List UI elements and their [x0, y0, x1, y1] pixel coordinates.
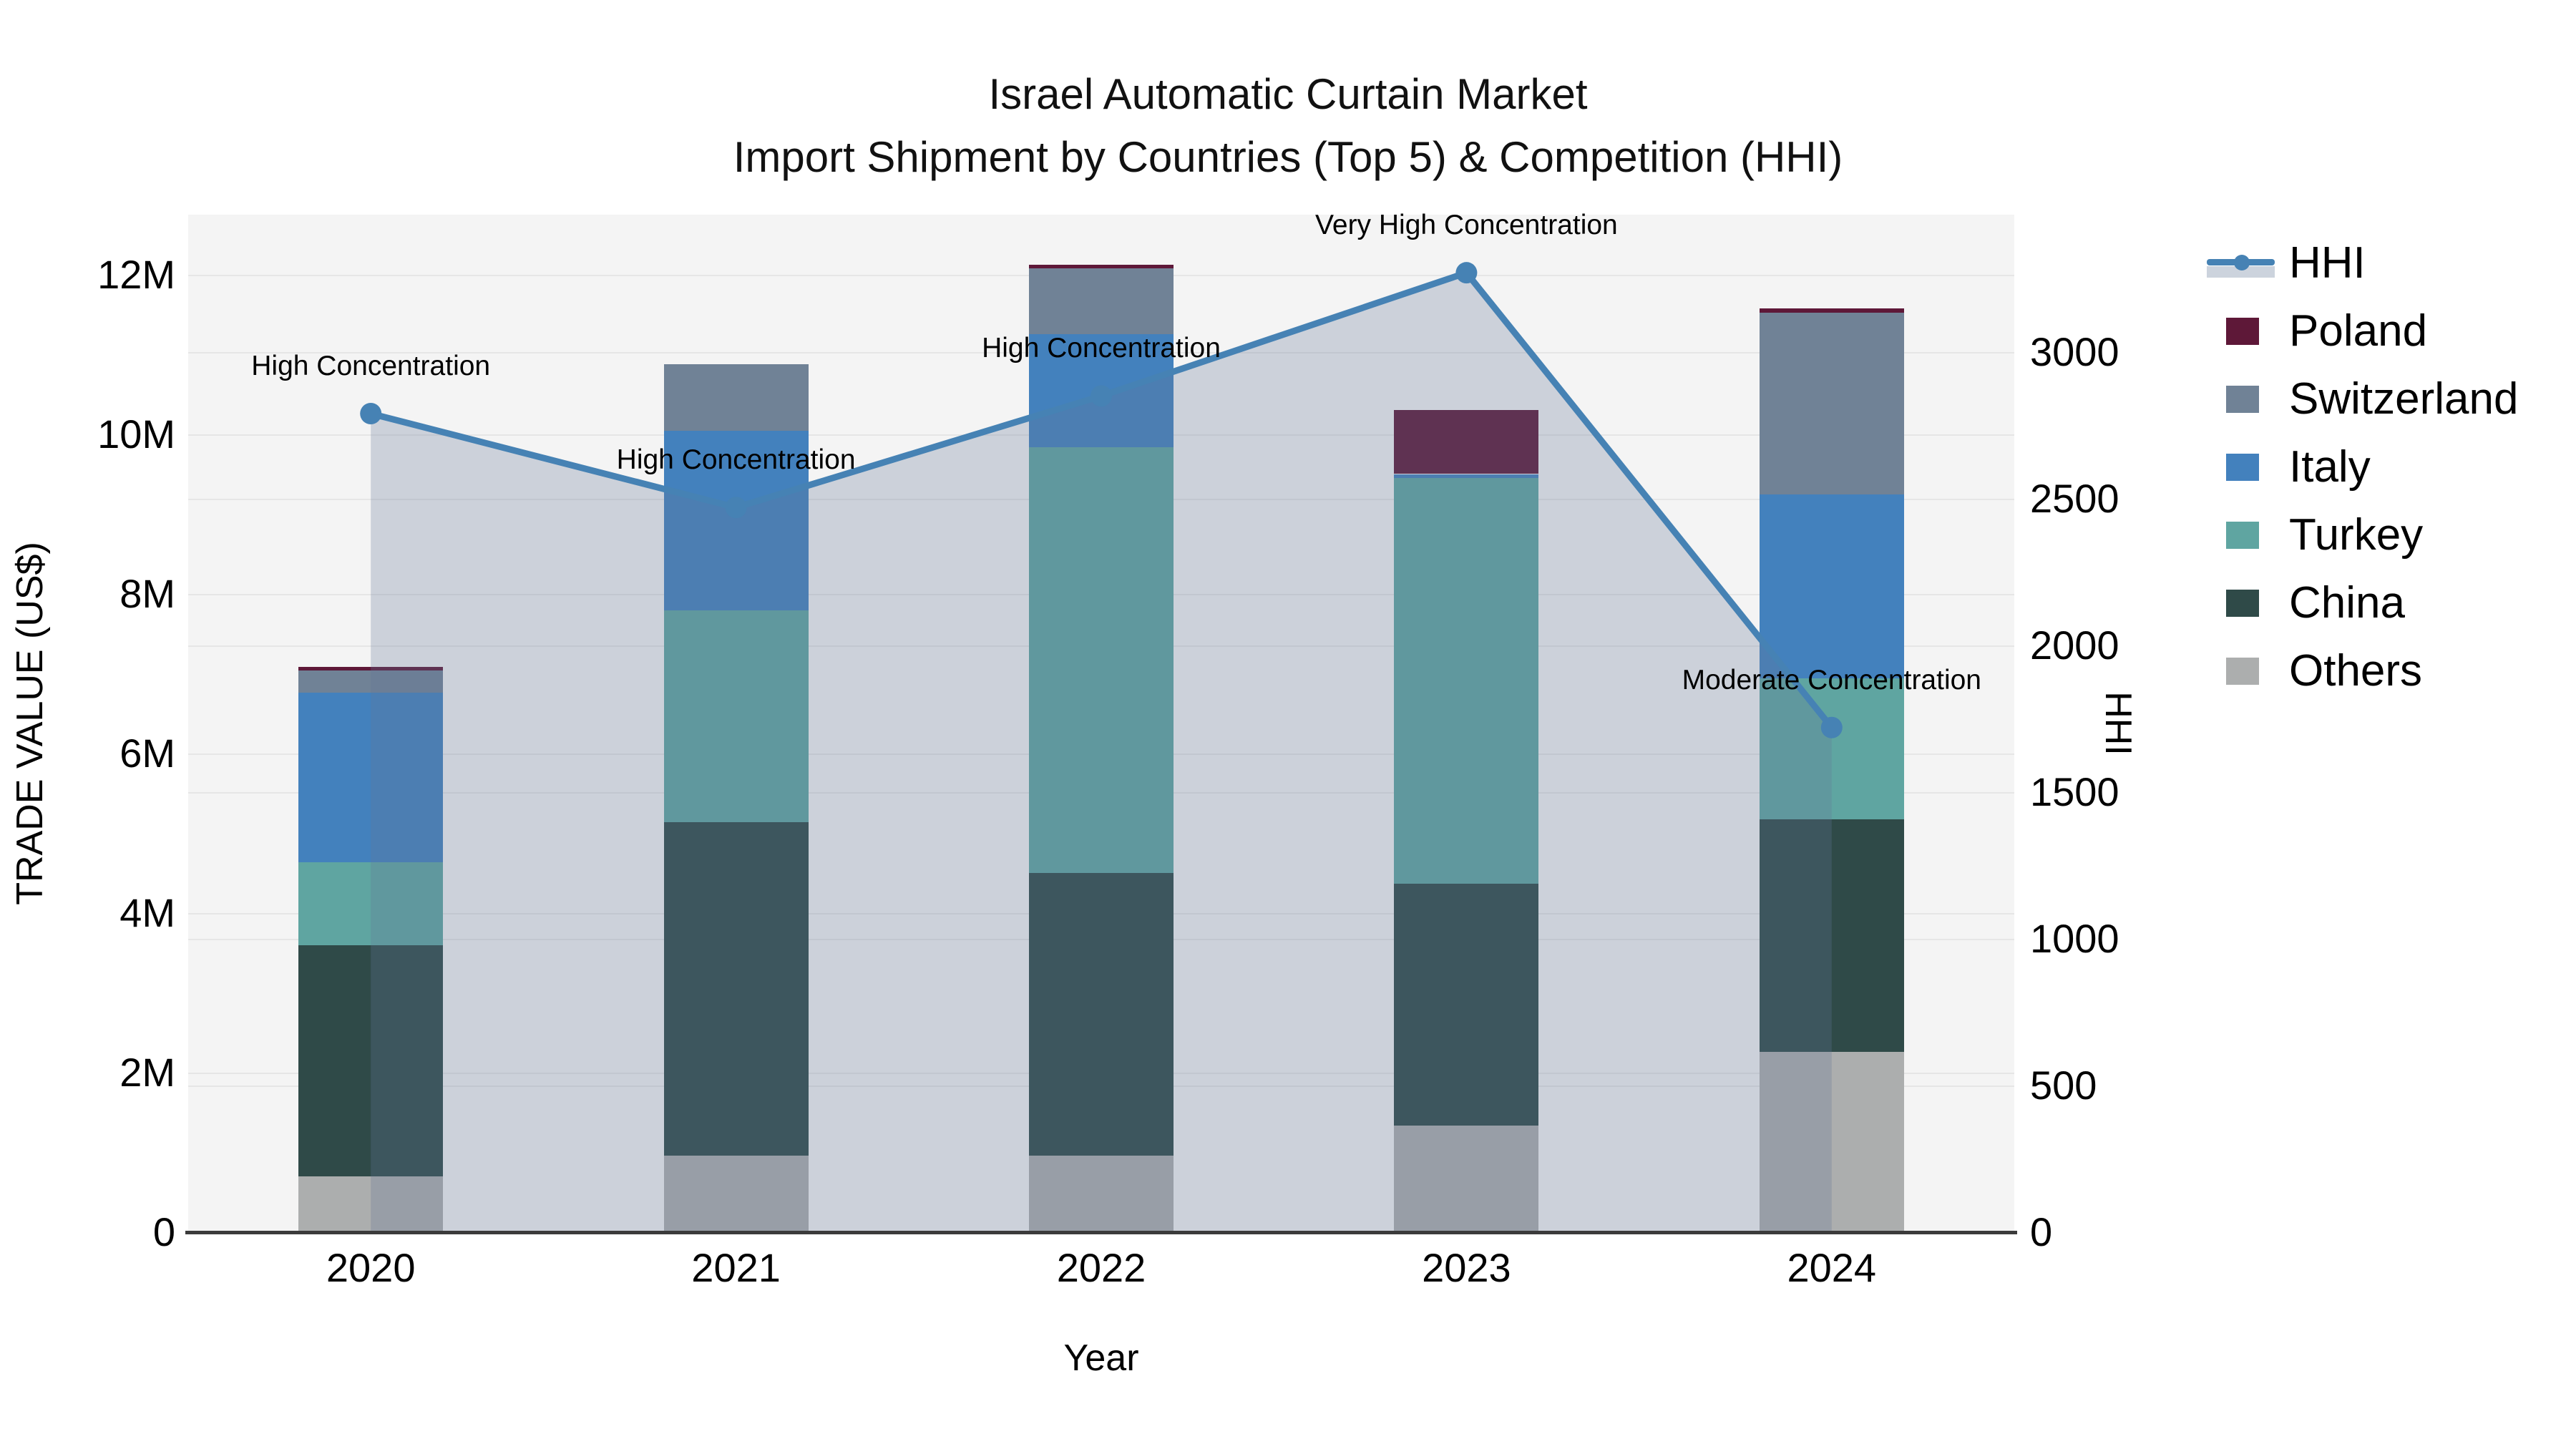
legend-swatch-poland: [2226, 317, 2259, 345]
bar-segment-others-2022: [1029, 1155, 1174, 1232]
bar-segment-italy-2024: [1759, 494, 1904, 678]
bar-segment-turkey-2023: [1394, 478, 1539, 884]
bar-segment-others-2020: [298, 1176, 444, 1232]
x-axis-line: [185, 1231, 2017, 1234]
x-axis-label: Year: [1063, 1337, 1139, 1379]
bar-segment-switzerland-2021: [663, 364, 809, 431]
hhi-marker-2020: [360, 403, 382, 425]
bar-segment-turkey-2020: [298, 862, 444, 945]
y-axis-label-right: HHI: [2097, 691, 2139, 756]
legend-item-poland: Poland: [2207, 297, 2427, 365]
hhi-marker-2021: [725, 497, 747, 519]
y-tick-right-2000: 2000: [2030, 622, 2119, 668]
legend-item-italy: Italy: [2207, 433, 2371, 501]
bar-segment-others-2024: [1759, 1051, 1904, 1232]
legend-key-others: [2207, 650, 2275, 693]
legend-label-poland: Poland: [2289, 306, 2428, 356]
hhi-area-swatch: [2207, 265, 2275, 278]
bar-segment-switzerland-2022: [1029, 268, 1174, 335]
legend-key-turkey: [2207, 514, 2275, 557]
y-axis-label-left: TRADE VALUE (US$): [9, 542, 51, 905]
bar-segment-poland-2022: [1029, 265, 1174, 268]
legend-label-switzerland: Switzerland: [2289, 374, 2519, 424]
bar-segment-poland-2023: [1394, 410, 1539, 474]
y-tick-left-8M: 8M: [119, 570, 175, 616]
legend-key-china: [2207, 582, 2275, 625]
y-tick-left-4M: 4M: [119, 889, 175, 935]
y-tick-left-2M: 2M: [119, 1049, 175, 1095]
x-tick-2023: 2023: [1422, 1245, 1511, 1290]
bar-segment-italy-2023: [1394, 474, 1539, 479]
x-tick-2021: 2021: [691, 1245, 781, 1290]
legend-item-switzerland: Switzerland: [2207, 365, 2518, 433]
bar-segment-china-2023: [1394, 883, 1539, 1126]
y-tick-left-0: 0: [152, 1209, 175, 1254]
legend-item-hhi: HHI: [2207, 229, 2366, 297]
bar-segment-china-2020: [298, 945, 444, 1176]
bar-segment-italy-2020: [298, 693, 444, 862]
legend-label-turkey: Turkey: [2289, 509, 2424, 560]
legend-item-turkey: Turkey: [2207, 501, 2423, 569]
hhi-marker-2023: [1455, 262, 1478, 284]
y-tick-right-1500: 1500: [2030, 769, 2119, 814]
bar-segment-china-2022: [1029, 873, 1174, 1156]
bar-segment-turkey-2021: [663, 610, 809, 822]
bar-segment-others-2021: [663, 1155, 809, 1232]
hhi-area-fill: [371, 273, 1832, 1232]
y-tick-right-2500: 2500: [2030, 475, 2119, 521]
hhi-annotation-2024: Moderate Concentration: [1682, 664, 1982, 696]
legend-item-others: Others: [2207, 637, 2422, 705]
y-tick-right-1000: 1000: [2030, 915, 2119, 961]
x-tick-2020: 2020: [326, 1245, 416, 1290]
legend-label-italy: Italy: [2289, 441, 2371, 492]
hhi-annotation-2021: High Concentration: [616, 444, 856, 476]
bar-segment-switzerland-2024: [1759, 313, 1904, 495]
legend-label-others: Others: [2289, 645, 2423, 696]
legend-swatch-turkey: [2226, 521, 2259, 549]
y-tick-left-12M: 12M: [97, 251, 175, 297]
legend-swatch-others: [2226, 657, 2259, 685]
plot-area: High Concentration High Concentration High…: [188, 210, 2014, 1232]
bar-segment-turkey-2022: [1029, 447, 1174, 874]
hhi-annotation-2023: Very High Concentration: [1315, 210, 1618, 241]
bar-segment-poland-2020: [298, 667, 444, 670]
legend-key-italy: [2207, 446, 2275, 489]
y-tick-left-6M: 6M: [119, 730, 175, 776]
chart-title: Israel Automatic Curtain Market Import S…: [0, 63, 2576, 189]
legend-key-switzerland: [2207, 378, 2275, 421]
hhi-marker-2022: [1091, 385, 1112, 407]
legend-label-china: China: [2289, 577, 2405, 628]
legend-item-china: China: [2207, 569, 2405, 637]
x-tick-2022: 2022: [1056, 1245, 1146, 1290]
y-tick-left-10M: 10M: [97, 411, 175, 457]
legend-key-poland: [2207, 310, 2275, 353]
bar-segment-turkey-2024: [1759, 678, 1904, 820]
hhi-annotation-2020: High Concentration: [251, 351, 491, 381]
bar-segment-china-2024: [1759, 819, 1904, 1052]
hhi-marker-swatch: [2234, 254, 2250, 270]
x-tick-2024: 2024: [1787, 1245, 1877, 1290]
legend-key-hhi: [2207, 242, 2275, 285]
bar-segment-china-2021: [663, 821, 809, 1156]
y-tick-right-0: 0: [2030, 1209, 2053, 1254]
legend-swatch-china: [2226, 589, 2259, 617]
y-tick-right-3000: 3000: [2030, 328, 2119, 374]
hhi-line-layer: [360, 262, 1843, 1232]
legend-swatch-italy: [2226, 453, 2259, 481]
chart-title-line1: Israel Automatic Curtain Market: [988, 70, 1588, 118]
legend-swatch-switzerland: [2226, 385, 2259, 413]
legend-label-hhi: HHI: [2289, 238, 2366, 288]
bar-segment-switzerland-2020: [298, 670, 444, 693]
y-tick-right-500: 500: [2030, 1062, 2097, 1108]
hhi-annotation-2022: High Concentration: [982, 333, 1221, 364]
bar-segment-others-2023: [1394, 1125, 1539, 1232]
chart-title-line2: Import Shipment by Countries (Top 5) & C…: [733, 133, 1843, 181]
bar-segment-poland-2024: [1759, 308, 1904, 313]
bar-segment-italy-2021: [663, 431, 809, 611]
hhi-marker-2024: [1820, 716, 1843, 738]
